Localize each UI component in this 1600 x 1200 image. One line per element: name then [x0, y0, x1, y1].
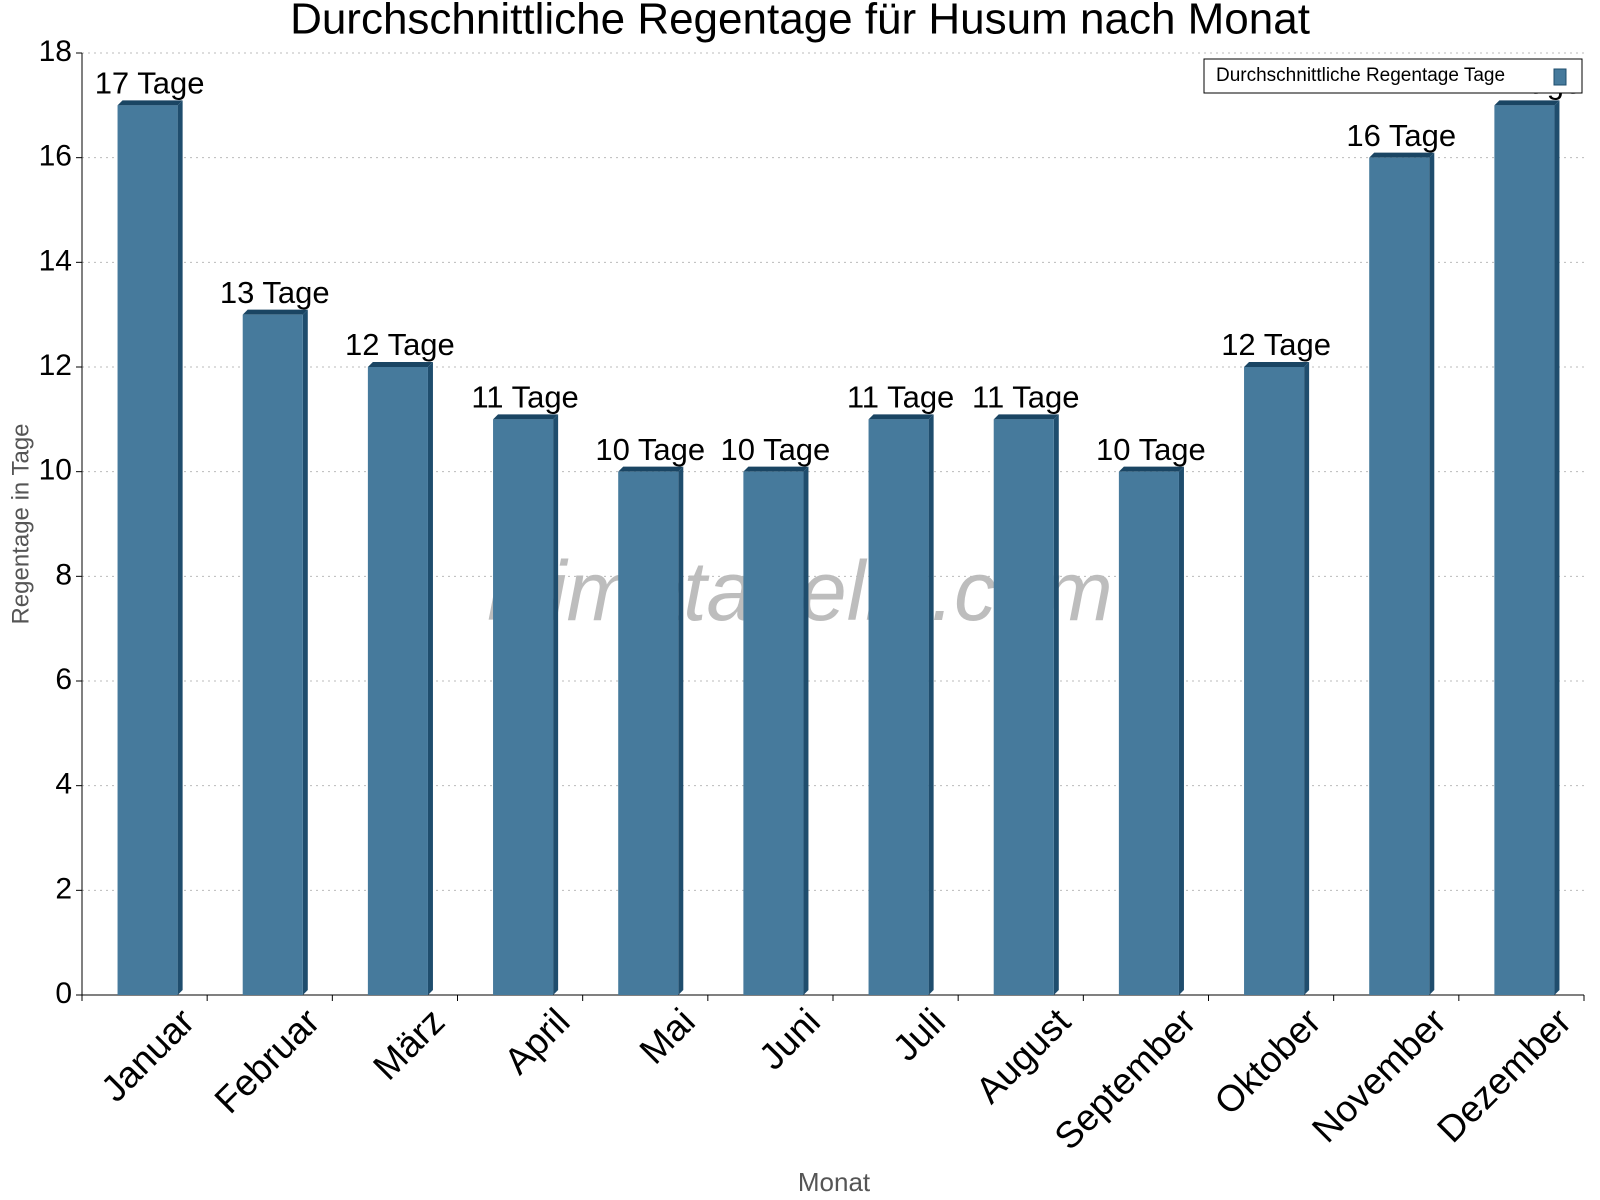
- value-label: 11 Tage: [847, 380, 954, 415]
- bar-side: [177, 100, 183, 996]
- bar-side: [302, 309, 308, 996]
- y-tick-label: 6: [55, 663, 72, 696]
- bar-top: [367, 362, 433, 367]
- y-axis-label: Regentage in Tage: [7, 423, 34, 624]
- bar: [1118, 471, 1179, 996]
- bar-top: [1118, 466, 1184, 472]
- bar-top: [618, 466, 684, 472]
- bar-top: [993, 414, 1059, 420]
- bar: [493, 419, 554, 995]
- legend-box: [1203, 58, 1583, 94]
- bar-side: [1178, 466, 1184, 996]
- x-axis-label: Monat: [798, 1167, 871, 1197]
- value-label: 13 Tage: [220, 275, 330, 310]
- bar-top: [242, 309, 308, 315]
- x-tick-label: Dezember: [1429, 1001, 1579, 1151]
- value-label: 16 Tage: [1346, 118, 1456, 153]
- legend-label: Durchschnittliche Regentage Tage: [1216, 65, 1505, 86]
- legend-swatch: [1553, 68, 1567, 86]
- bar: [618, 471, 679, 996]
- y-tick-label: 18: [39, 35, 72, 68]
- bar: [1494, 105, 1555, 996]
- x-tick-label: Oktober: [1207, 1001, 1329, 1123]
- bar-side: [427, 362, 433, 995]
- bar-side: [928, 414, 934, 995]
- bar-top: [743, 466, 809, 472]
- value-label: 12 Tage: [1221, 327, 1331, 362]
- bar-top: [1494, 100, 1560, 106]
- chart-title: Durchschnittliche Regentage für Husum na…: [290, 0, 1310, 44]
- x-tick-label: August: [968, 1000, 1079, 1111]
- x-tick-label: April: [496, 1001, 577, 1082]
- y-tick-label: 12: [39, 349, 72, 382]
- bar-side: [678, 466, 684, 996]
- x-tick-label: Mai: [632, 1001, 703, 1072]
- bar-top: [868, 414, 934, 420]
- x-tick-label: Juli: [885, 1001, 953, 1069]
- bar-side: [803, 466, 809, 996]
- y-tick-label: 14: [39, 244, 72, 277]
- bar: [868, 419, 929, 995]
- bar: [242, 314, 303, 996]
- bar: [993, 419, 1054, 995]
- value-label: 11 Tage: [972, 380, 1079, 415]
- value-label: 17 Tage: [95, 66, 205, 101]
- y-tick-label: 2: [55, 872, 72, 905]
- y-tick-label: 0: [55, 977, 72, 1010]
- bar-top: [493, 414, 559, 420]
- y-tick-label: 8: [55, 558, 72, 591]
- bar-side: [553, 414, 559, 995]
- x-tick-label: März: [365, 1001, 452, 1088]
- y-tick-label: 16: [39, 140, 72, 173]
- value-label: 10 Tage: [595, 432, 705, 467]
- bar-side: [1429, 152, 1435, 995]
- x-tick-label: November: [1304, 1001, 1454, 1151]
- bar-side: [1053, 414, 1059, 995]
- bar-top: [117, 100, 183, 106]
- bar-top: [1244, 362, 1310, 367]
- bar-side: [1554, 100, 1560, 996]
- value-label: 12 Tage: [345, 327, 455, 362]
- x-tick-label: Juni: [751, 1001, 828, 1078]
- y-tick-label: 4: [55, 768, 72, 801]
- value-label: 10 Tage: [1096, 432, 1206, 467]
- bar: [367, 367, 428, 995]
- x-tick-label: Januar: [93, 1001, 202, 1110]
- x-tick-label: Februar: [207, 1001, 328, 1122]
- bar-side: [1304, 362, 1310, 995]
- bar: [1369, 157, 1430, 995]
- bar: [1244, 367, 1305, 995]
- bar: [743, 471, 804, 996]
- value-label: 11 Tage: [471, 380, 578, 415]
- y-tick-label: 10: [39, 454, 72, 487]
- bar-top: [1369, 152, 1435, 158]
- value-label: 10 Tage: [721, 432, 831, 467]
- bar: [117, 105, 178, 996]
